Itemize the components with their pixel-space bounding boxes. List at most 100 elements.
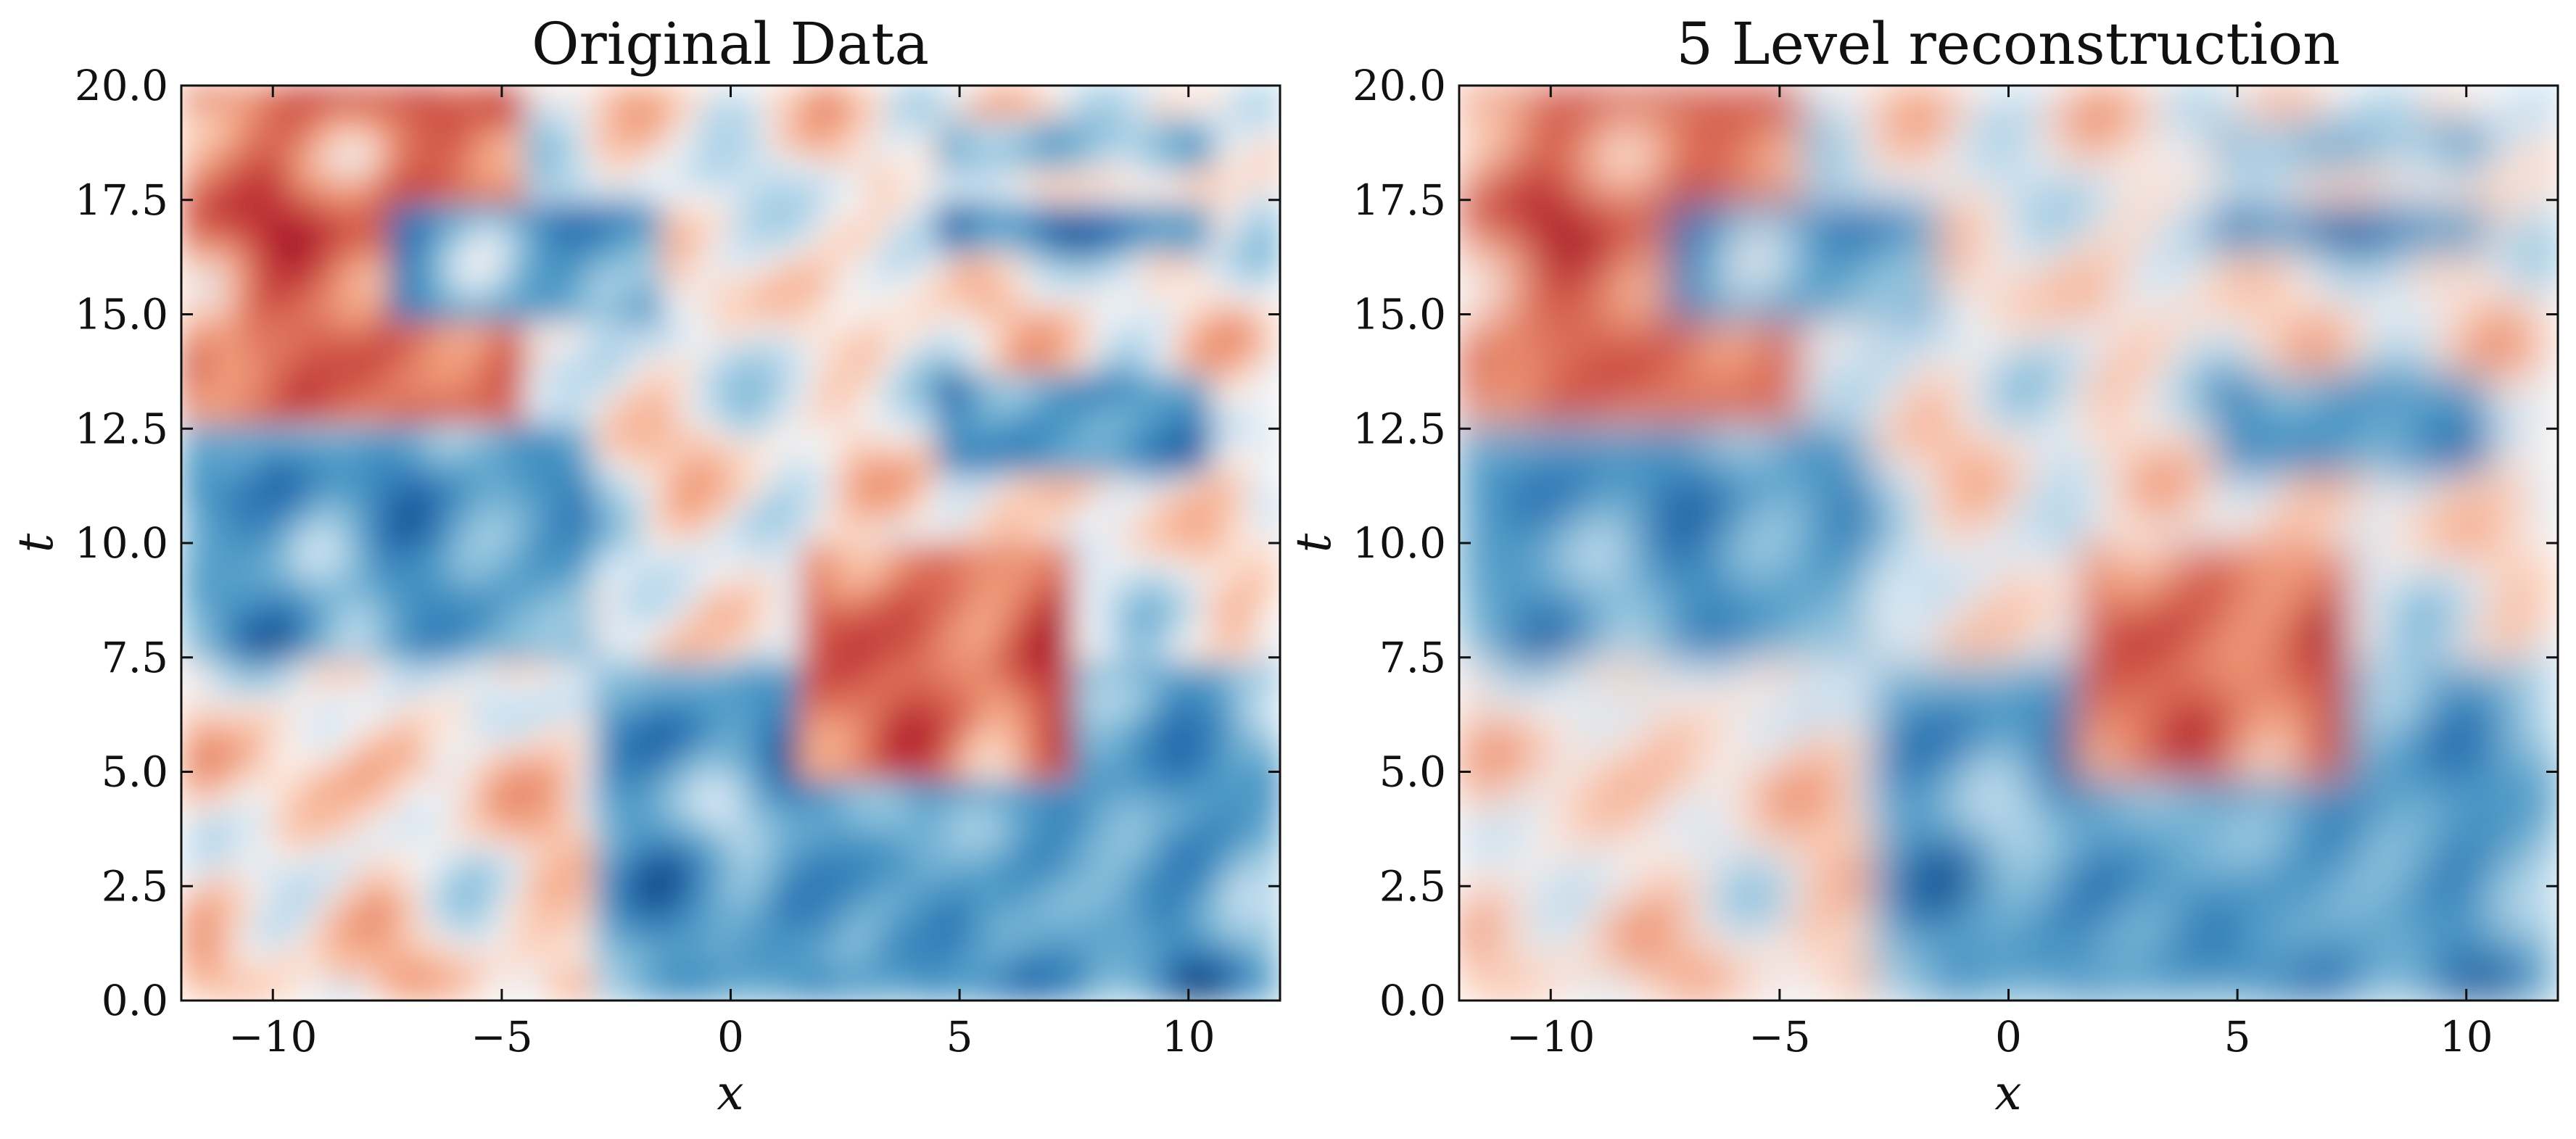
heatmap-cell — [1665, 272, 1683, 290]
heatmap-cell — [1211, 441, 1229, 460]
heatmap-cell — [1142, 797, 1161, 815]
heatmap-cell — [2094, 254, 2113, 273]
heatmap-cell — [610, 848, 629, 866]
heatmap-cell — [1211, 746, 1229, 764]
heatmap-cell — [1682, 102, 1701, 120]
heatmap-cell — [2111, 220, 2130, 239]
heatmap-cell — [1125, 848, 1144, 866]
heatmap-cell — [439, 661, 457, 679]
heatmap-cell — [542, 848, 560, 866]
heatmap-cell — [593, 86, 611, 104]
heatmap-cell — [593, 983, 611, 1001]
heatmap-cell — [576, 797, 595, 815]
heatmap-cell — [2094, 441, 2113, 460]
heatmap-cell — [954, 254, 972, 273]
heatmap-cell — [799, 594, 817, 612]
heatmap-cell — [1211, 390, 1229, 409]
heatmap-cell — [1923, 254, 1941, 273]
heatmap-cell — [2026, 373, 2044, 392]
heatmap-cell — [645, 339, 663, 357]
heatmap-cell — [867, 983, 886, 1001]
heatmap-cell — [387, 746, 405, 764]
heatmap-cell — [1039, 898, 1058, 917]
heatmap-cell — [730, 153, 749, 171]
heatmap-cell — [284, 305, 302, 324]
heatmap-cell — [1562, 272, 1580, 290]
heatmap-cell — [576, 610, 595, 629]
heatmap-cell — [1820, 305, 1838, 324]
heatmap-cell — [816, 813, 835, 832]
heatmap-cell — [1459, 441, 1477, 460]
heatmap-cell — [1108, 763, 1126, 782]
heatmap-cell — [181, 797, 199, 815]
heatmap-cell — [867, 661, 886, 679]
heatmap-cell — [2403, 339, 2422, 357]
heatmap-cell — [542, 204, 560, 222]
heatmap-cell — [1802, 238, 1821, 256]
heatmap-cell — [661, 983, 680, 1001]
heatmap-cell — [679, 898, 698, 917]
heatmap-cell — [2472, 254, 2490, 273]
heatmap-cell — [764, 323, 783, 341]
heatmap-cell — [1717, 407, 1735, 426]
heatmap-cell — [1057, 560, 1075, 578]
heatmap-cell — [2317, 305, 2336, 324]
heatmap-cell — [593, 848, 611, 866]
heatmap-cell — [1991, 220, 2010, 239]
heatmap-cell — [404, 695, 423, 713]
heatmap-cell — [1211, 373, 1229, 392]
heatmap-cell — [645, 373, 663, 392]
heatmap-cell — [816, 543, 835, 561]
heatmap-cell — [2077, 373, 2095, 392]
heatmap-cell — [421, 86, 440, 104]
heatmap-cell — [954, 898, 972, 917]
heatmap-cell — [318, 441, 337, 460]
heatmap-cell — [1665, 407, 1683, 426]
heatmap-cell — [1108, 323, 1126, 341]
heatmap-cell — [851, 136, 869, 154]
heatmap-cell — [267, 204, 286, 222]
heatmap-cell — [988, 932, 1007, 950]
heatmap-cell — [2420, 136, 2439, 154]
heatmap-cell — [542, 272, 560, 290]
heatmap-cell — [627, 170, 646, 189]
heatmap-cell — [610, 373, 629, 392]
heatmap-cell — [318, 424, 337, 442]
heatmap-field — [1459, 86, 2558, 1001]
heatmap-cell — [661, 339, 680, 357]
heatmap-cell — [1596, 458, 1615, 476]
heatmap-cell — [1562, 441, 1580, 460]
heatmap-cell — [833, 712, 852, 731]
heatmap-cell — [1245, 509, 1264, 527]
heatmap-cell — [1802, 407, 1821, 426]
heatmap-cell — [851, 526, 869, 544]
heatmap-cell — [2420, 187, 2439, 205]
heatmap-cell — [2506, 323, 2525, 341]
heatmap-cell — [336, 763, 354, 782]
heatmap-cell — [1511, 475, 1529, 493]
heatmap-cell — [885, 678, 904, 697]
heatmap-cell — [336, 305, 354, 324]
heatmap-cell — [782, 272, 801, 290]
heatmap-cell — [1820, 204, 1838, 222]
heatmap-cell — [267, 813, 286, 832]
heatmap-cell — [421, 204, 440, 222]
heatmap-cell — [181, 475, 199, 493]
heatmap-cell — [645, 153, 663, 171]
heatmap-cell — [1073, 339, 1092, 357]
heatmap-cell — [1228, 119, 1247, 138]
heatmap-cell — [730, 492, 749, 510]
heatmap-cell — [1630, 102, 1649, 120]
heatmap-cell — [1562, 187, 1580, 205]
heatmap-cell — [2351, 102, 2370, 120]
heatmap-cell — [764, 458, 783, 476]
heatmap-cell — [679, 645, 698, 663]
heatmap-cell — [1630, 204, 1649, 222]
heatmap-cell — [558, 746, 577, 764]
heatmap-cell — [851, 763, 869, 782]
heatmap-cell — [593, 458, 611, 476]
heatmap-cell — [748, 983, 766, 1001]
heatmap-cell — [1596, 220, 1615, 239]
heatmap-cell — [1091, 102, 1110, 120]
heatmap-cell — [1142, 949, 1161, 968]
